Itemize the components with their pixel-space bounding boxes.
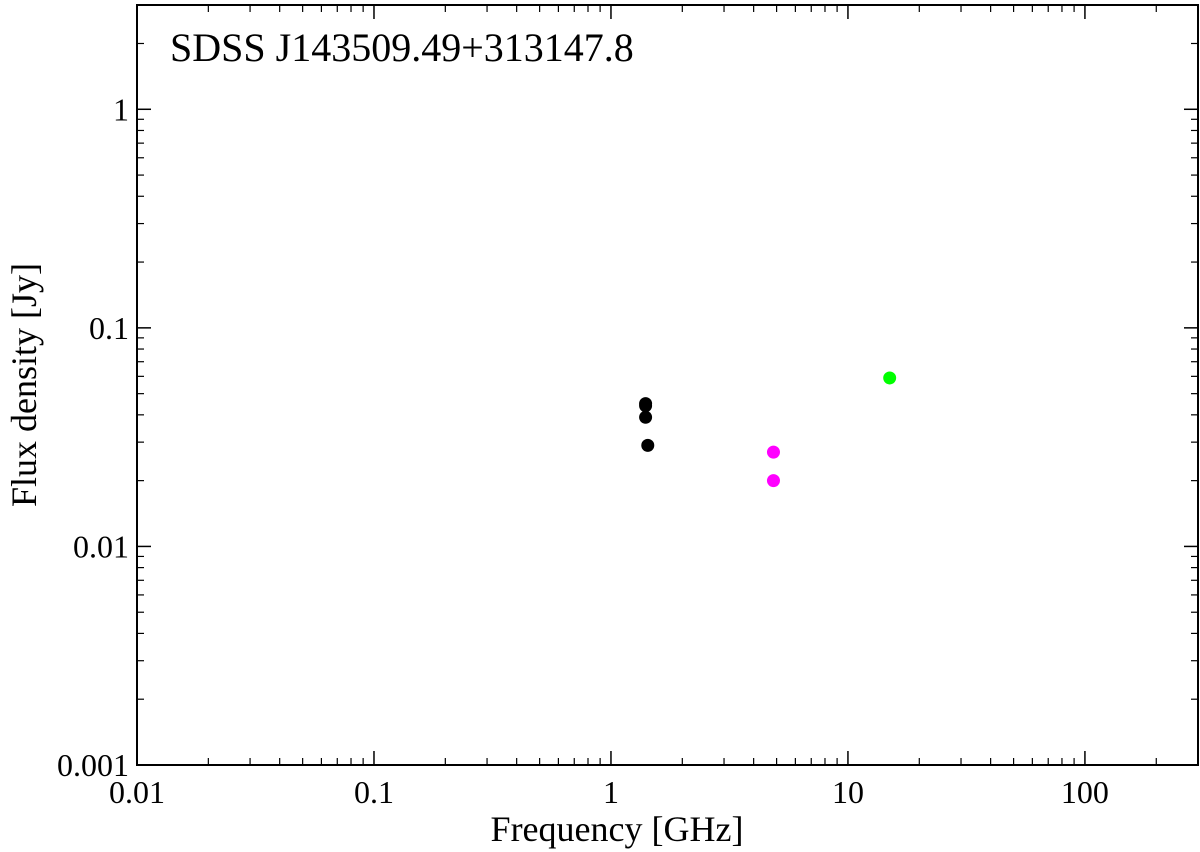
x-tick-label: 0.01 [109, 774, 165, 810]
data-point-series-1 [766, 445, 780, 459]
x-tick-labels: 0.01 0.1 1 10 100 [109, 774, 1109, 810]
chart-title: SDSS J143509.49+313147.8 [170, 25, 634, 70]
y-tick-label: 1 [113, 91, 129, 127]
y-tick-label: 0.1 [89, 310, 129, 346]
y-axis-title: Flux density [Jy] [4, 263, 44, 507]
x-axis-title: Frequency [GHz] [491, 809, 744, 849]
x-tick-label: 10 [832, 774, 864, 810]
minor-ticks [137, 5, 1198, 765]
x-tick-label: 1 [603, 774, 619, 810]
plot-frame [136, 4, 1199, 766]
x-tick-label: 0.1 [354, 774, 394, 810]
x-tick-label: 100 [1061, 774, 1109, 810]
data-point-series-2 [883, 371, 897, 385]
data-point-series-0 [641, 438, 655, 452]
y-tick-labels: 0.001 0.01 0.1 1 [57, 91, 129, 783]
data-point-series-0 [639, 399, 653, 413]
y-tick-label: 0.01 [73, 528, 129, 564]
major-ticks [136, 5, 1198, 766]
y-tick-label: 0.001 [57, 747, 129, 783]
data-points [639, 371, 897, 488]
data-point-series-1 [766, 474, 780, 488]
data-point-series-0 [639, 410, 653, 424]
